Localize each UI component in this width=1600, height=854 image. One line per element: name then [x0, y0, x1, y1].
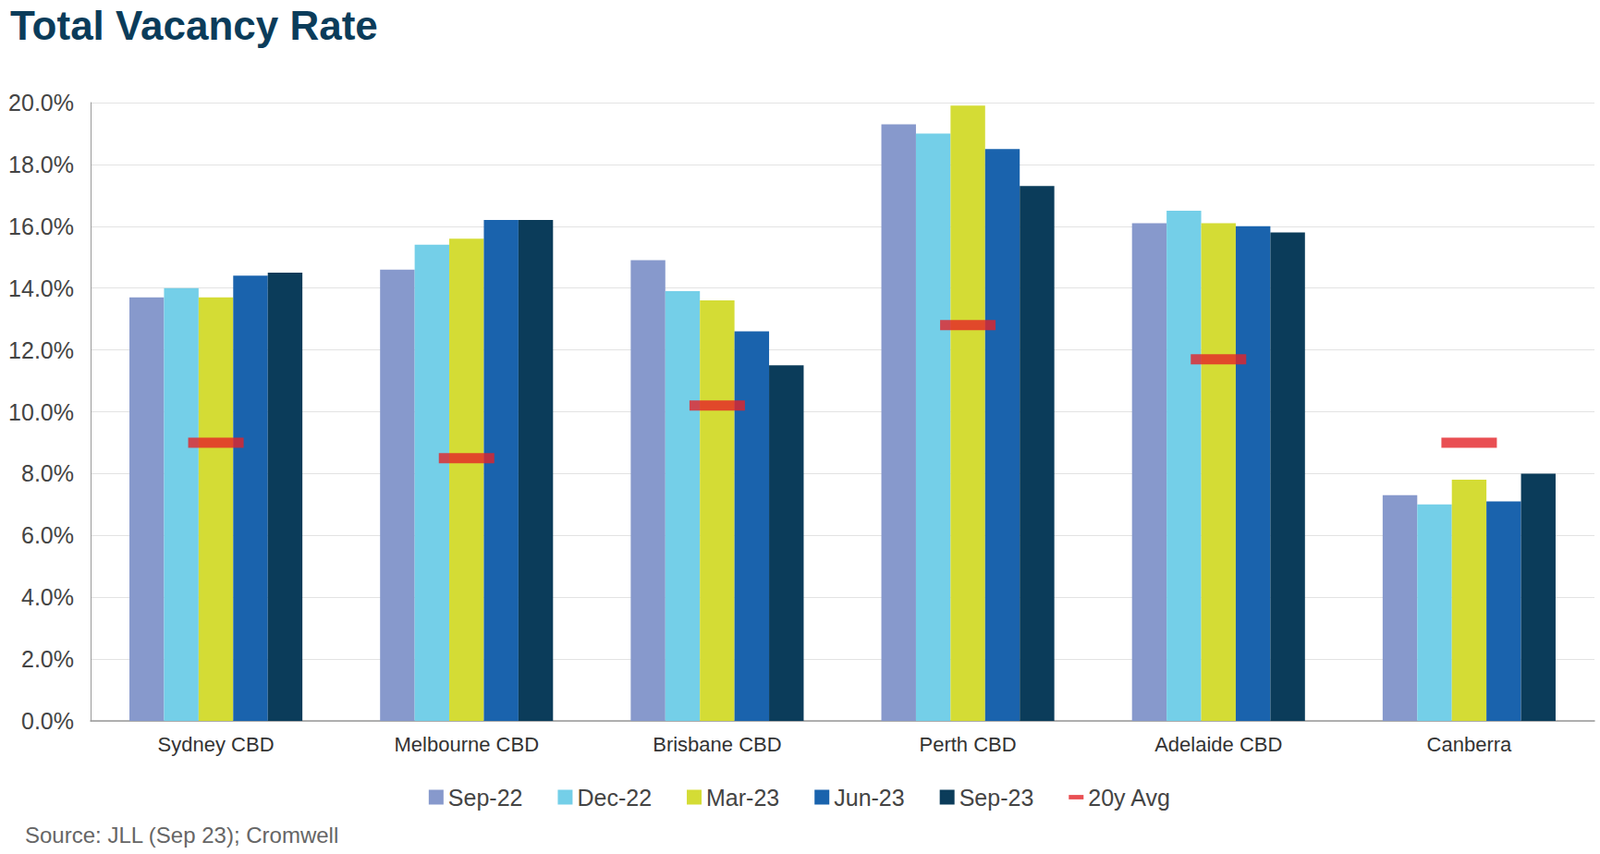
svg-text:Sep-23: Sep-23: [959, 784, 1035, 811]
svg-text:Jun-23: Jun-23: [833, 784, 904, 811]
svg-text:4.0%: 4.0%: [21, 584, 74, 611]
svg-text:Total Vacancy Rate: Total Vacancy Rate: [10, 2, 379, 49]
svg-text:Source: JLL (Sep 23); Cromwell: Source: JLL (Sep 23); Cromwell: [24, 822, 339, 848]
svg-text:Brisbane CBD: Brisbane CBD: [652, 732, 782, 757]
svg-text:12.0%: 12.0%: [8, 337, 74, 364]
svg-text:Dec-22: Dec-22: [576, 784, 652, 811]
svg-text:6.0%: 6.0%: [21, 522, 74, 549]
svg-text:20.0%: 20.0%: [8, 89, 74, 116]
svg-text:10.0%: 10.0%: [8, 399, 74, 426]
svg-text:18.0%: 18.0%: [8, 151, 74, 178]
svg-text:Mar-23: Mar-23: [706, 784, 780, 811]
svg-text:0.0%: 0.0%: [21, 708, 74, 734]
svg-text:Canberra: Canberra: [1427, 732, 1513, 757]
svg-text:16.0%: 16.0%: [8, 213, 74, 240]
svg-text:Sydney CBD: Sydney CBD: [158, 732, 275, 757]
svg-text:Adelaide CBD: Adelaide CBD: [1154, 732, 1283, 757]
svg-text:Sep-22: Sep-22: [448, 784, 524, 811]
svg-text:2.0%: 2.0%: [21, 646, 74, 672]
svg-text:20y Avg: 20y Avg: [1087, 784, 1171, 811]
svg-text:Perth CBD: Perth CBD: [919, 732, 1017, 757]
svg-text:8.0%: 8.0%: [21, 460, 74, 487]
svg-text:Melbourne CBD: Melbourne CBD: [393, 732, 539, 757]
svg-text:14.0%: 14.0%: [8, 275, 74, 302]
